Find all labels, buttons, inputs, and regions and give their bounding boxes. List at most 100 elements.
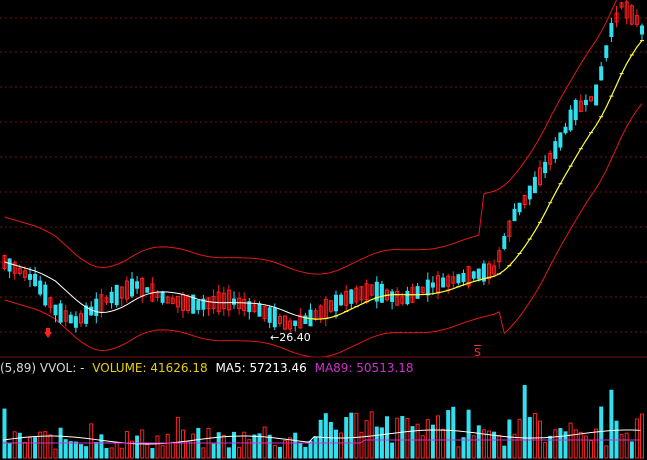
volume-bar <box>17 432 22 459</box>
volume-bar <box>160 445 165 459</box>
candle-body <box>28 274 32 280</box>
volume-bar <box>400 416 405 459</box>
volume-bar <box>79 444 83 459</box>
volume-bar <box>84 446 89 459</box>
volume-bar <box>33 437 38 459</box>
volume-bar <box>334 429 338 459</box>
candle-body <box>73 316 78 328</box>
volume-bar <box>441 428 446 459</box>
candle-body <box>563 126 568 134</box>
volume-info-bar: (5,89) VVOL: - VOLUME: 41626.18 MA5: 572… <box>0 360 418 376</box>
candle-body <box>446 275 451 287</box>
volume-bar <box>22 441 27 459</box>
candle-body <box>364 283 369 301</box>
candle-body <box>135 281 140 289</box>
candle-body <box>522 194 527 206</box>
volume-bar <box>293 432 298 459</box>
candle-body <box>599 66 604 81</box>
volume-bar <box>155 435 160 459</box>
candle-body <box>400 296 405 304</box>
candle-body <box>247 301 252 313</box>
candle-body <box>471 271 476 279</box>
volume-bar <box>165 433 170 459</box>
candle-body <box>17 267 22 275</box>
candle-body <box>425 279 430 296</box>
volume-bar <box>323 413 328 459</box>
candle-body <box>629 5 634 25</box>
volume-bar <box>619 433 624 459</box>
candle-body <box>390 291 395 302</box>
volume-bar <box>502 445 507 459</box>
candle-body <box>405 290 410 305</box>
candle-body <box>84 305 89 324</box>
candle-body <box>512 208 517 222</box>
sell-signal-mark: S <box>474 346 481 359</box>
candle-body <box>303 315 308 325</box>
candle-body <box>349 289 354 304</box>
candle-body <box>578 100 583 112</box>
ma89-value: MA89: 50513.18 <box>314 361 414 375</box>
volume-bar <box>99 434 104 459</box>
volume-bar <box>119 447 124 459</box>
candle-body <box>94 298 99 316</box>
volume-bar <box>420 435 425 459</box>
candle-body <box>206 297 211 310</box>
volume-bar <box>497 434 502 459</box>
candle-body <box>48 297 53 308</box>
candle-body <box>119 286 124 299</box>
candle-body <box>277 316 282 324</box>
volume-bar <box>247 439 252 459</box>
volume-bar <box>359 431 364 459</box>
volume-bar <box>594 428 599 459</box>
candle-body <box>538 167 542 186</box>
volume-bar <box>201 447 206 459</box>
candle-body <box>257 303 262 317</box>
candle-body <box>634 15 639 25</box>
candle-body <box>283 315 287 330</box>
candle-body <box>267 307 272 323</box>
volume-bar <box>94 442 99 459</box>
volume-bar <box>476 425 481 459</box>
volume-bar <box>573 429 578 459</box>
candle-body <box>430 282 435 288</box>
volume-bar <box>298 443 303 459</box>
candle-body <box>232 298 236 305</box>
candle-body <box>359 286 364 301</box>
volume-bar <box>145 444 150 459</box>
volume-bar <box>339 432 344 459</box>
volume-bar <box>38 431 43 459</box>
volume-ma-lines <box>2 429 641 445</box>
candle-body <box>573 99 578 121</box>
volume-bar <box>492 431 497 459</box>
volume-bar <box>369 411 374 459</box>
candle-body <box>507 220 512 237</box>
volume-bar <box>578 431 583 459</box>
candle-body <box>344 290 349 306</box>
volume-bar <box>63 439 68 459</box>
volume-bar <box>349 412 354 459</box>
volume-bar <box>436 415 440 459</box>
candle-body <box>221 292 226 309</box>
candle-body <box>502 236 507 249</box>
volume-bar <box>104 447 109 459</box>
volume-bar <box>288 437 293 459</box>
volume-ma89-line <box>3 439 641 444</box>
volume-bar <box>237 446 242 459</box>
candle-body <box>109 291 114 304</box>
volume-bar <box>12 431 17 459</box>
volume-bar <box>170 441 175 459</box>
moving-average-lines <box>4 40 644 320</box>
volume-bar <box>211 443 216 459</box>
candle-body <box>272 307 277 328</box>
candle-body <box>201 298 206 310</box>
candle-body <box>339 294 344 306</box>
volume-bar <box>558 428 563 459</box>
candle-body <box>12 262 17 274</box>
candle-body <box>262 305 267 320</box>
candle-body <box>318 305 323 319</box>
volume-bar <box>466 409 471 459</box>
volume-bar <box>216 432 221 459</box>
candle-body <box>7 258 12 272</box>
volume-bar <box>461 437 466 459</box>
